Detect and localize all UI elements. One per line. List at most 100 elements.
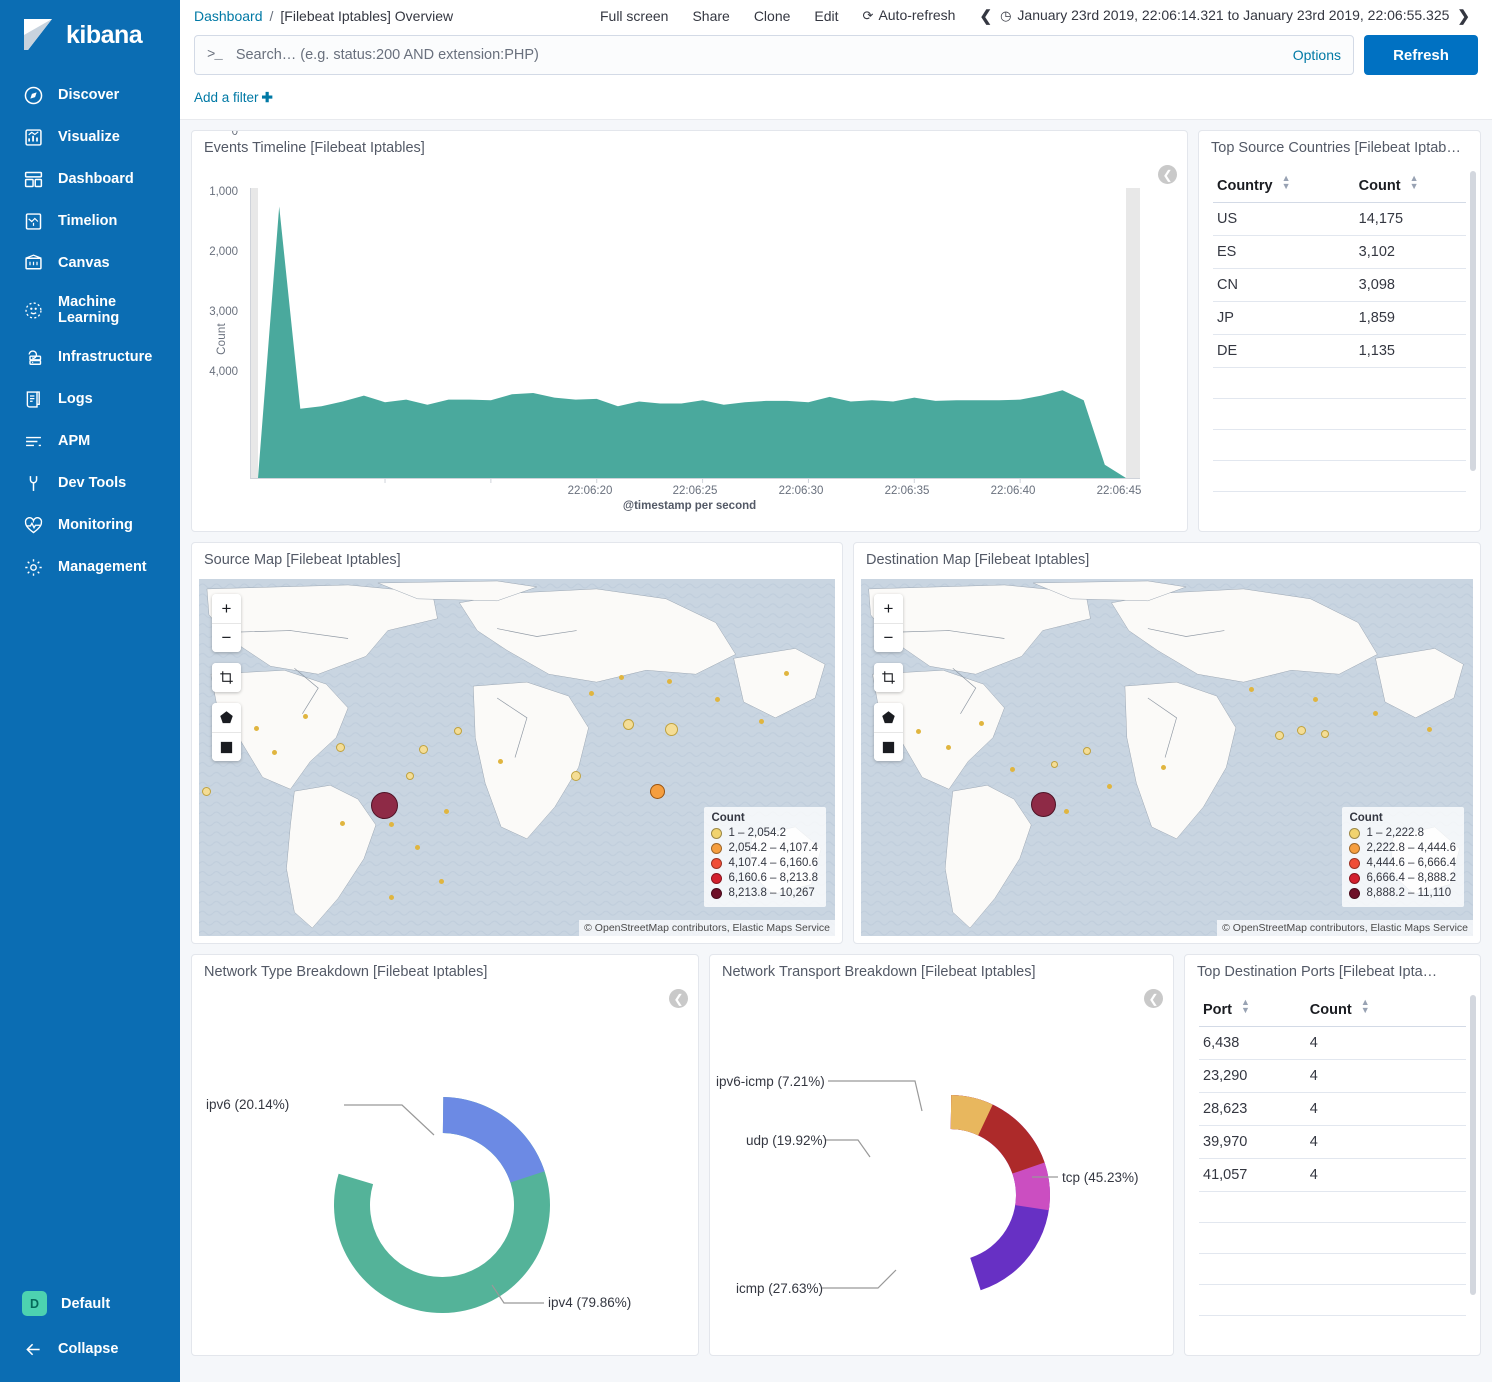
map-marker[interactable] xyxy=(1051,761,1058,768)
donut-slice[interactable] xyxy=(950,1095,993,1136)
sidebar-item-visualize[interactable]: Visualize xyxy=(0,116,180,158)
map-marker[interactable] xyxy=(715,697,720,702)
panel-title[interactable]: Events Timeline [Filebeat Iptables] xyxy=(204,140,425,156)
add-filter-button[interactable]: Add a filter ✚ xyxy=(194,90,273,105)
table-row[interactable]: DE 1,135 xyxy=(1213,334,1466,368)
search-box[interactable]: >_ Options xyxy=(194,35,1354,75)
map-marker[interactable] xyxy=(272,750,277,755)
map-marker[interactable] xyxy=(1107,784,1112,789)
map-marker[interactable] xyxy=(1083,747,1091,755)
full-screen-button[interactable]: Full screen xyxy=(599,7,669,24)
map-marker[interactable] xyxy=(1161,765,1166,770)
panel-collapse-icon[interactable]: ❮ xyxy=(1144,989,1163,1008)
chevron-left-icon[interactable]: ❮ xyxy=(979,7,993,25)
map-marker[interactable] xyxy=(979,721,984,726)
sidebar-item-canvas[interactable]: Canvas xyxy=(0,242,180,284)
search-input[interactable] xyxy=(233,46,1293,64)
map-marker[interactable] xyxy=(1313,697,1318,702)
map-marker[interactable] xyxy=(1010,767,1015,772)
zoom-in-button[interactable]: + xyxy=(874,594,903,623)
sidebar-item-infrastructure[interactable]: Infrastructure xyxy=(0,336,180,378)
map-marker[interactable] xyxy=(667,679,672,684)
table-row[interactable]: 23,290 4 xyxy=(1199,1059,1466,1093)
map-marker[interactable] xyxy=(650,784,665,799)
polygon-draw-icon[interactable] xyxy=(874,703,903,732)
destination-map-canvas[interactable]: + − xyxy=(861,579,1473,936)
brand[interactable]: kibana xyxy=(0,0,180,66)
rectangle-draw-icon[interactable] xyxy=(212,732,241,761)
map-marker[interactable] xyxy=(1275,731,1284,740)
map-marker[interactable] xyxy=(336,743,345,752)
scrollbar-thumb[interactable] xyxy=(1470,171,1476,471)
sidebar-item-discover[interactable]: Discover xyxy=(0,74,180,116)
map-attribution[interactable]: © OpenStreetMap contributors, Elastic Ma… xyxy=(579,920,835,936)
panel-collapse-icon[interactable]: ❮ xyxy=(669,989,688,1008)
panel-title[interactable]: Top Source Countries [Filebeat Iptab… xyxy=(1211,140,1461,156)
sidebar-item-dev-tools[interactable]: Dev Tools xyxy=(0,462,180,504)
scrollbar-track[interactable] xyxy=(1470,171,1476,517)
table-row[interactable]: 41,057 4 xyxy=(1199,1158,1466,1192)
space-selector[interactable]: D Default xyxy=(0,1281,180,1326)
panel-title[interactable]: Destination Map [Filebeat Iptables] xyxy=(866,552,1090,568)
map-marker[interactable] xyxy=(1064,809,1069,814)
table-row[interactable]: 6,438 4 xyxy=(1199,1026,1466,1060)
panel-title[interactable]: Network Transport Breakdown [Filebeat Ip… xyxy=(722,964,1036,980)
map-marker[interactable] xyxy=(254,726,259,731)
map-marker[interactable] xyxy=(589,691,594,696)
column-header-count[interactable]: Count ▲ ▼ xyxy=(1354,166,1466,203)
crop-icon[interactable] xyxy=(212,663,241,692)
polygon-draw-icon[interactable] xyxy=(212,703,241,732)
panel-title[interactable]: Top Destination Ports [Filebeat Ipta… xyxy=(1197,964,1438,980)
map-marker[interactable] xyxy=(1249,687,1254,692)
time-range-display[interactable]: ◷ January 23rd 2019, 22:06:14.321 to Janu… xyxy=(1000,7,1449,24)
map-marker[interactable] xyxy=(1427,727,1432,732)
sidebar-item-machine-learning[interactable]: Machine Learning xyxy=(0,284,180,336)
table-row[interactable]: US 14,175 xyxy=(1213,202,1466,236)
zoom-out-button[interactable]: − xyxy=(874,623,903,652)
map-marker[interactable] xyxy=(454,727,462,735)
map-marker[interactable] xyxy=(759,719,764,724)
map-marker[interactable] xyxy=(665,723,678,736)
table-row[interactable]: 39,970 4 xyxy=(1199,1125,1466,1159)
map-marker[interactable] xyxy=(406,772,414,780)
table-row[interactable]: 28,623 4 xyxy=(1199,1092,1466,1126)
crop-icon[interactable] xyxy=(874,663,903,692)
map-marker[interactable] xyxy=(619,675,624,680)
map-marker[interactable] xyxy=(1321,730,1329,738)
table-row[interactable]: JP 1,859 xyxy=(1213,301,1466,335)
options-link[interactable]: Options xyxy=(1292,47,1341,63)
map-marker[interactable] xyxy=(1031,792,1056,817)
map-marker[interactable] xyxy=(946,745,951,750)
map-marker[interactable] xyxy=(389,895,394,900)
timeline-chart[interactable]: Count 4,000 3,000 2,000 1,000 0 xyxy=(192,131,1187,518)
zoom-out-button[interactable]: − xyxy=(212,623,241,652)
refresh-button[interactable]: Refresh xyxy=(1364,35,1478,75)
panel-title[interactable]: Source Map [Filebeat Iptables] xyxy=(204,552,401,568)
chevron-right-icon[interactable]: ❯ xyxy=(1457,7,1470,25)
collapse-button[interactable]: Collapse xyxy=(0,1326,180,1370)
edit-button[interactable]: Edit xyxy=(814,7,839,24)
map-marker[interactable] xyxy=(340,821,345,826)
map-marker[interactable] xyxy=(623,719,634,730)
panel-title[interactable]: Network Type Breakdown [Filebeat Iptable… xyxy=(204,964,488,980)
table-row[interactable]: ES 3,102 xyxy=(1213,235,1466,269)
timeline-plot[interactable] xyxy=(250,188,1150,518)
sidebar-item-management[interactable]: Management xyxy=(0,546,180,588)
network-transport-donut-svg[interactable] xyxy=(710,985,1174,1355)
rectangle-draw-icon[interactable] xyxy=(874,732,903,761)
auto-refresh-button[interactable]: ⟳ Auto-refresh xyxy=(851,7,968,24)
map-marker[interactable] xyxy=(419,745,428,754)
map-marker[interactable] xyxy=(1297,726,1306,735)
sidebar-item-timelion[interactable]: Timelion xyxy=(0,200,180,242)
map-marker[interactable] xyxy=(1373,711,1378,716)
column-header-country[interactable]: Country ▲ ▼ xyxy=(1213,166,1355,203)
column-header-count[interactable]: Count ▲ ▼ xyxy=(1305,990,1466,1027)
donut-slice[interactable] xyxy=(442,1097,545,1183)
map-marker[interactable] xyxy=(498,759,503,764)
map-marker[interactable] xyxy=(371,792,398,819)
breadcrumb-dashboard[interactable]: Dashboard xyxy=(194,7,263,24)
sidebar-item-monitoring[interactable]: Monitoring xyxy=(0,504,180,546)
sidebar-item-apm[interactable]: APM xyxy=(0,420,180,462)
zoom-in-button[interactable]: + xyxy=(212,594,241,623)
map-marker[interactable] xyxy=(415,845,420,850)
